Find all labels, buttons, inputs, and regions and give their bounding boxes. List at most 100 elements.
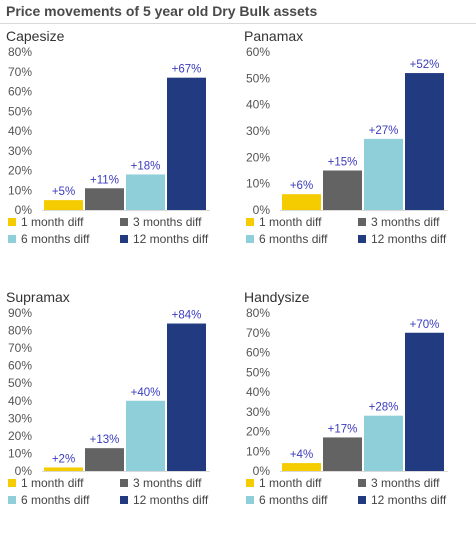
y-tick-label: 70% — [8, 65, 32, 79]
y-tick-label: 60% — [8, 359, 32, 373]
bar-1-month-diff — [44, 467, 83, 471]
legend-swatch-12-months-diff — [120, 235, 128, 243]
bar-12-months-diff — [405, 73, 444, 210]
y-tick-label: 60% — [246, 346, 270, 360]
legend-swatch-12-months-diff — [358, 496, 366, 504]
chart-panamax: Panamax 0% 10% 20% 30% 40% 50% 60% +6% +15% +27% +5… — [244, 28, 448, 246]
bar-3-months-diff — [323, 437, 362, 471]
panel-title: Supramax — [6, 289, 70, 305]
y-tick-label: 30% — [246, 124, 270, 138]
legend-label-3-months-diff: 3 months diff — [133, 215, 202, 229]
y-tick-label: 10% — [246, 444, 270, 458]
data-label: +4% — [290, 449, 313, 461]
y-tick-label: 50% — [8, 104, 32, 118]
y-tick-label: 60% — [246, 45, 270, 59]
bar-6-months-diff — [364, 138, 403, 210]
legend-label-6-months-diff: 6 months diff — [259, 232, 328, 246]
y-tick-label: 10% — [8, 446, 32, 460]
bar-12-months-diff — [167, 77, 206, 210]
data-label: +17% — [328, 423, 358, 435]
y-tick-label: 40% — [8, 124, 32, 138]
legend-label-6-months-diff: 6 months diff — [21, 493, 90, 507]
y-tick-label: 40% — [246, 385, 270, 399]
y-tick-label: 20% — [8, 429, 32, 443]
legend-label-3-months-diff: 3 months diff — [133, 476, 202, 490]
bar-1-month-diff — [44, 200, 83, 210]
figure-title: Price movements of 5 year old Dry Bulk a… — [6, 3, 318, 19]
bar-6-months-diff — [126, 400, 165, 471]
bar-12-months-diff — [405, 332, 444, 471]
panel-title: Handysize — [244, 289, 310, 305]
title-divider — [0, 23, 476, 24]
legend-swatch-12-months-diff — [358, 235, 366, 243]
y-tick-label: 0% — [15, 203, 33, 217]
legend-swatch-1-month-diff — [246, 479, 254, 487]
legend-label-12-months-diff: 12 months diff — [133, 493, 209, 507]
legend-label-1-month-diff: 1 month diff — [21, 215, 84, 229]
legend-label-12-months-diff: 12 months diff — [133, 232, 209, 246]
legend-label-12-months-diff: 12 months diff — [371, 493, 447, 507]
y-tick-label: 80% — [246, 306, 270, 320]
y-tick-label: 0% — [15, 464, 33, 478]
y-tick-label: 70% — [8, 341, 32, 355]
bar-6-months-diff — [364, 415, 403, 471]
legend-label-12-months-diff: 12 months diff — [371, 232, 447, 246]
legend-label-1-month-diff: 1 month diff — [259, 476, 322, 490]
legend-label-6-months-diff: 6 months diff — [259, 493, 328, 507]
legend-swatch-6-months-diff — [8, 235, 16, 243]
y-tick-label: 40% — [8, 394, 32, 408]
y-tick-label: 10% — [8, 183, 32, 197]
data-label: +28% — [369, 402, 399, 414]
y-tick-label: 30% — [8, 144, 32, 158]
legend-label-3-months-diff: 3 months diff — [371, 215, 440, 229]
data-label: +84% — [172, 310, 202, 322]
chart-handysize: Handysize 0% 10% 20% 30% 40% 50% 60% 70% 80% +4% +1… — [244, 289, 448, 507]
data-label: +18% — [131, 160, 161, 172]
y-tick-label: 40% — [246, 98, 270, 112]
y-tick-label: 60% — [8, 85, 32, 99]
chart-capesize: Capesize 0% 10% 20% 30% 40% 50% 60% 70% 80% +5% +11… — [6, 28, 210, 246]
y-tick-label: 50% — [246, 365, 270, 379]
legend-label-1-month-diff: 1 month diff — [259, 215, 322, 229]
legend-swatch-12-months-diff — [120, 496, 128, 504]
data-label: +15% — [328, 157, 358, 169]
legend-label-6-months-diff: 6 months diff — [21, 232, 90, 246]
bar-3-months-diff — [85, 188, 124, 210]
y-tick-label: 30% — [8, 411, 32, 425]
legend-swatch-3-months-diff — [120, 479, 128, 487]
data-label: +2% — [52, 453, 75, 465]
y-tick-label: 90% — [8, 306, 32, 320]
y-tick-label: 20% — [246, 150, 270, 164]
y-tick-label: 10% — [246, 177, 270, 191]
legend-swatch-1-month-diff — [8, 479, 16, 487]
y-tick-label: 30% — [246, 405, 270, 419]
y-tick-label: 20% — [246, 425, 270, 439]
legend-swatch-1-month-diff — [8, 218, 16, 226]
data-label: +27% — [369, 125, 399, 137]
legend-swatch-3-months-diff — [120, 218, 128, 226]
chart-supramax: Supramax 0% 10% 20% 30% 40% 50% 60% 70% 80% 90% +2%… — [6, 289, 210, 507]
bar-3-months-diff — [85, 448, 124, 471]
y-tick-label: 80% — [8, 45, 32, 59]
y-tick-label: 0% — [253, 203, 271, 217]
data-label: +52% — [410, 59, 440, 71]
bar-3-months-diff — [323, 170, 362, 210]
legend-swatch-6-months-diff — [246, 496, 254, 504]
legend-swatch-3-months-diff — [358, 479, 366, 487]
legend-swatch-6-months-diff — [8, 496, 16, 504]
y-tick-label: 50% — [246, 71, 270, 85]
data-label: +70% — [410, 319, 440, 331]
y-tick-label: 20% — [8, 164, 32, 178]
data-label: +67% — [172, 64, 202, 76]
bar-6-months-diff — [126, 174, 165, 210]
data-label: +13% — [90, 434, 120, 446]
legend-swatch-1-month-diff — [246, 218, 254, 226]
data-label: +5% — [52, 186, 75, 198]
legend-swatch-6-months-diff — [246, 235, 254, 243]
y-tick-label: 80% — [8, 324, 32, 338]
bar-1-month-diff — [282, 463, 321, 471]
panel-title: Capesize — [6, 28, 65, 44]
panel-title: Panamax — [244, 28, 303, 44]
y-tick-label: 70% — [246, 326, 270, 340]
